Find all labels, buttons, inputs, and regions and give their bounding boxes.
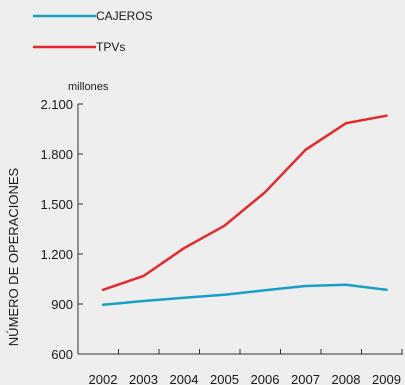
x-tick-label: 2005 [210, 372, 239, 385]
x-tick-label: 2009 [372, 372, 401, 385]
series-line-tpvs [101, 114, 388, 292]
y-axis: 600 900 1.200 1.500 1.800 2.100 [40, 97, 83, 362]
series-line-cajeros [101, 283, 388, 307]
unit-label: millones [68, 81, 109, 93]
series-group [101, 114, 388, 307]
x-tick-label: 2003 [129, 372, 158, 385]
y-tick-label: 1.800 [40, 147, 73, 162]
x-tick-label: 2007 [291, 372, 320, 385]
legend-label-tpvs: TPVs [96, 40, 125, 54]
x-tick-label: 2008 [332, 372, 361, 385]
x-tick-label: 2006 [251, 372, 280, 385]
y-tick-label: 900 [51, 297, 73, 312]
y-tick-label: 1.200 [40, 247, 73, 262]
axes [77, 104, 403, 355]
x-tick-label: 2004 [170, 372, 199, 385]
y-tick-label: 1.500 [40, 197, 73, 212]
y-axis-title: NÚMERO DE OPERACIONES [6, 167, 21, 346]
legend: CAJEROS TPVs [33, 9, 153, 54]
y-tick-label: 600 [51, 347, 73, 362]
x-tick-label: 2002 [89, 372, 118, 385]
legend-label-cajeros: CAJEROS [96, 9, 153, 23]
x-axis: 2002 2003 2004 2005 2006 2007 2008 2009 [89, 349, 403, 385]
y-tick-label: 2.100 [40, 97, 73, 112]
